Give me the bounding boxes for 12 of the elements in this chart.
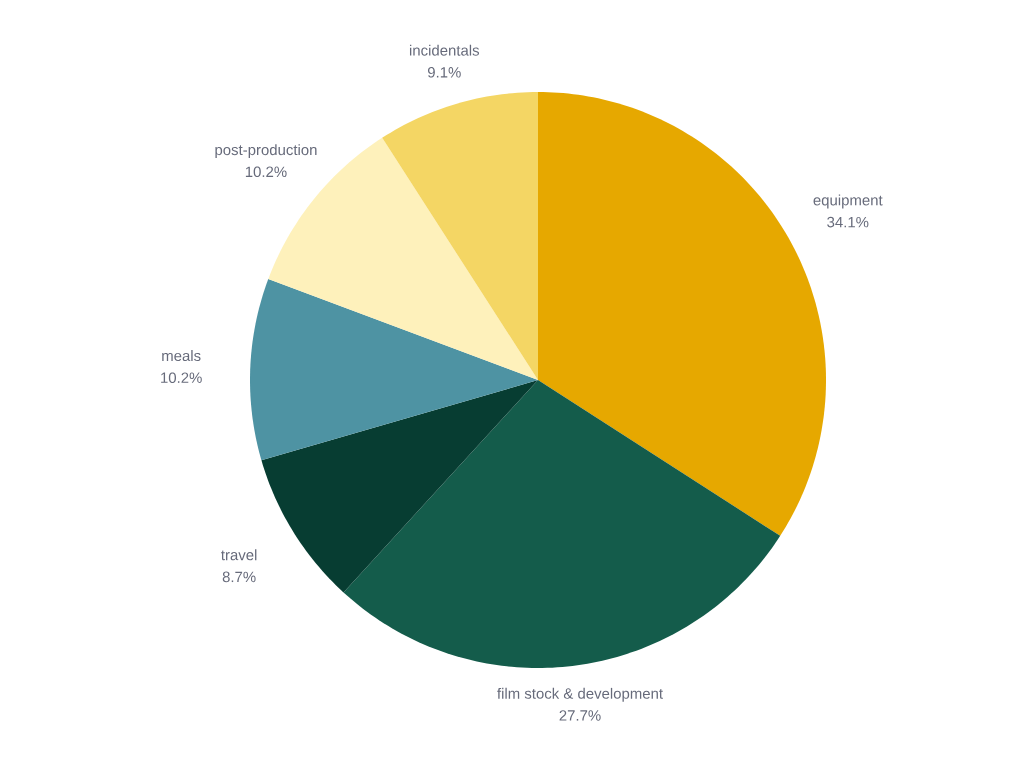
data-label: 10.2%: [161, 372, 202, 383]
data-label: 10.2%: [245, 166, 287, 178]
slice-label: travel: [221, 549, 257, 561]
data-label: 27.7%: [559, 710, 601, 721]
data-label: 9.1%: [427, 67, 461, 78]
data-label: 8.7%: [222, 571, 256, 583]
slice-label: equipment: [813, 194, 883, 209]
data-label: 34.1%: [827, 216, 869, 228]
slice-label: incidentals: [409, 44, 480, 56]
slice-label: film stock & development: [497, 687, 663, 702]
slice-label: meals: [162, 350, 201, 362]
slice-label: post-production: [215, 144, 317, 159]
